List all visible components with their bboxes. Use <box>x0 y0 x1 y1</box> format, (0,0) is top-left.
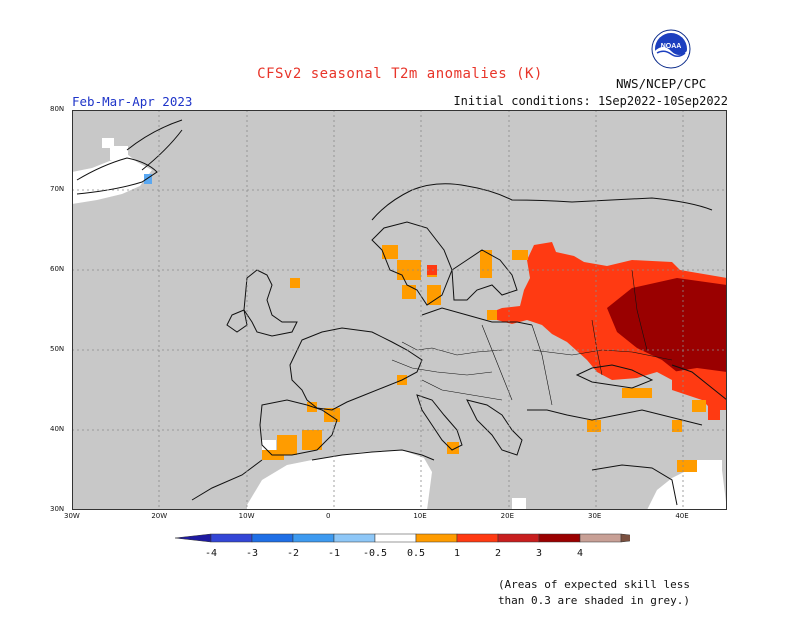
colorbar-label: -1 <box>328 548 340 559</box>
colorbar-swatch <box>579 533 622 543</box>
colorbar-label: 1 <box>454 548 460 559</box>
anomaly-map <box>72 110 727 510</box>
lat-label: 60N <box>50 265 65 273</box>
lon-label: 20W <box>151 512 168 520</box>
cold-anomaly-patch <box>144 174 152 184</box>
skill-note-line2: than 0.3 are shaded in grey.) <box>497 594 690 607</box>
colorbar-swatch <box>251 533 294 543</box>
colorbar-label: 2 <box>495 548 501 559</box>
noaa-logo-text: NOAA <box>661 43 682 50</box>
skill-note-line1: (Areas of expected skill less <box>497 578 690 591</box>
colorbar-label: 3 <box>536 548 542 559</box>
colorbar-swatch <box>538 533 581 543</box>
lon-label: 30W <box>64 512 80 520</box>
colorbar-swatch <box>497 533 540 543</box>
colorbar-swatch <box>292 533 335 543</box>
lat-label: 40N <box>50 425 65 433</box>
lat-label: 30N <box>50 505 65 513</box>
colorbar-swatch <box>174 533 212 543</box>
graticule <box>72 110 727 510</box>
map-frame <box>72 110 727 510</box>
noaa-logo: NOAA <box>651 29 691 69</box>
forecast-period: Feb-Mar-Apr 2023 <box>72 94 193 109</box>
agency-label: NWS/NCEP/CPC <box>616 76 707 91</box>
lat-label: 50N <box>50 345 65 353</box>
borders <box>391 269 673 406</box>
colorbar-swatch <box>374 533 417 543</box>
colorbar-swatch <box>415 533 458 543</box>
lat-label: 70N <box>50 185 65 193</box>
lon-label: 10W <box>238 512 255 520</box>
colorbar-label: 0.5 <box>407 548 425 559</box>
colorbar-swatch <box>620 533 630 543</box>
lon-label: 20E <box>500 512 514 520</box>
colorbar-swatch <box>456 533 499 543</box>
lon-label: 0 <box>326 512 331 520</box>
coastlines <box>76 119 727 506</box>
initial-conditions: Initial conditions: 1Sep2022-10Sep2022 <box>453 94 728 108</box>
colorbar-label: -0.5 <box>363 548 387 559</box>
colorbar-label: -2 <box>287 548 299 559</box>
colorbar-label: 4 <box>577 548 583 559</box>
chart-title: CFSv2 seasonal T2m anomalies (K) <box>257 66 543 82</box>
lon-label: 30E <box>588 512 602 520</box>
colorbar-swatch <box>210 533 253 543</box>
warm-anomaly-areas <box>487 242 727 420</box>
lon-label: 40E <box>675 512 689 520</box>
colorbar-swatch <box>333 533 376 543</box>
colorbar-label: -4 <box>205 548 217 559</box>
colorbar-label: -3 <box>246 548 258 559</box>
near-normal-areas <box>72 138 727 510</box>
skill-note: (Areas of expected skill less than 0.3 a… <box>0 577 690 609</box>
lon-label: 10E <box>413 512 427 520</box>
lat-label: 80N <box>50 105 65 113</box>
colorbar: -4 -3 -2 -1 -0.5 0.5 1 2 3 4 <box>174 533 630 559</box>
